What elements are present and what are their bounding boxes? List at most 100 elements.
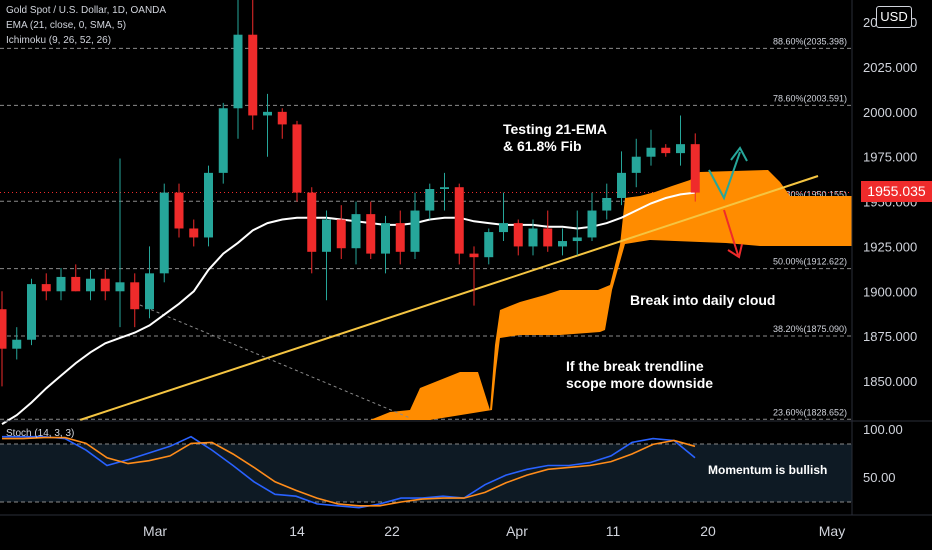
annotation-downside-line1: If the break trendline — [566, 358, 704, 374]
candle-16 — [233, 0, 243, 139]
candle-body — [366, 214, 376, 254]
price-tick-1: 1875.000 — [863, 329, 917, 344]
stoch-legend: Stoch (14, 3, 3) — [6, 428, 75, 439]
time-tick-6: May — [819, 523, 845, 539]
candle-25 — [366, 201, 376, 259]
price-tick-0: 1850.000 — [863, 374, 917, 389]
candle-body — [690, 144, 700, 193]
stoch-tick-1: 100.00 — [863, 422, 903, 437]
time-tick-2: 22 — [384, 523, 400, 539]
candle-17 — [248, 0, 258, 130]
bearish-arrow — [723, 209, 739, 256]
candle-15 — [218, 102, 228, 184]
candle-4 — [56, 267, 66, 301]
candle-body — [440, 187, 449, 190]
candle-13 — [189, 219, 199, 247]
candle-31 — [454, 183, 464, 265]
candle-34 — [499, 192, 508, 242]
candle-body — [469, 253, 479, 258]
fib-label-4: 38.20%(1875.090) — [773, 324, 847, 334]
candle-body — [558, 241, 567, 247]
candle-body — [115, 282, 125, 292]
candle-body — [277, 111, 287, 125]
candle-body — [130, 282, 140, 310]
candle-2 — [27, 278, 36, 346]
symbol-legend: Gold Spot / U.S. Dollar, 1D, OANDA — [6, 5, 167, 16]
candle-body — [189, 228, 199, 238]
annotation-downside-line2: scope more downside — [566, 375, 714, 391]
candle-7 — [100, 269, 110, 301]
currency-button[interactable]: USD — [876, 6, 912, 28]
candle-body — [395, 223, 405, 252]
candle-body — [543, 228, 553, 247]
candle-32 — [469, 246, 479, 306]
candle-37 — [543, 210, 553, 252]
annotation-break-cloud: Break into daily cloud — [630, 292, 776, 308]
candle-body — [100, 278, 110, 292]
candle-0 — [0, 291, 7, 387]
candle-12 — [174, 183, 184, 238]
candle-39 — [572, 210, 582, 256]
candle-35 — [513, 219, 523, 256]
candle-body — [248, 34, 258, 116]
candle-body — [661, 147, 671, 154]
stochastic-pane — [0, 420, 932, 509]
candle-22 — [322, 210, 331, 301]
candle-body — [204, 172, 213, 238]
candle-body — [602, 197, 612, 211]
candle-43 — [631, 138, 641, 188]
candle-45 — [661, 144, 671, 157]
candle-body — [381, 223, 390, 254]
bullish-arrowhead — [730, 146, 748, 162]
candle-33 — [484, 228, 494, 265]
time-tick-5: 20 — [700, 523, 716, 539]
price-tick-5: 1975.000 — [863, 150, 917, 165]
candle-body — [218, 108, 228, 173]
candle-body — [336, 219, 346, 249]
fib-label-2: 61.80%(1950.155) — [773, 189, 847, 199]
candle-1 — [12, 327, 22, 360]
stoch-tick-0: 50.00 — [863, 470, 896, 485]
candle-body — [646, 147, 656, 157]
candle-body — [484, 232, 494, 258]
candle-10 — [145, 246, 154, 319]
candle-body — [71, 276, 81, 292]
candle-3 — [41, 273, 51, 301]
fib-label-3: 50.00%(1912.622) — [773, 257, 847, 267]
candle-20 — [292, 120, 302, 202]
trendlines — [79, 175, 819, 421]
price-tick-6: 2000.000 — [863, 105, 917, 120]
candle-30 — [440, 172, 449, 211]
bullish-arrow — [708, 151, 741, 201]
candle-46 — [676, 115, 685, 166]
price-tick-7: 2025.000 — [863, 60, 917, 75]
candle-8 — [115, 158, 125, 328]
projection-arrows — [708, 146, 748, 259]
candle-21 — [307, 187, 317, 274]
fib-label-1: 78.60%(2003.591) — [773, 93, 847, 103]
candle-41 — [602, 183, 612, 220]
time-tick-1: 14 — [289, 523, 305, 539]
candle-body — [86, 278, 95, 292]
candle-6 — [86, 269, 95, 301]
candle-29 — [425, 183, 435, 220]
candle-14 — [204, 165, 213, 247]
annotation-testing-ema-line1: Testing 21-EMA — [503, 121, 607, 137]
candle-body — [27, 284, 36, 340]
candle-body — [587, 210, 597, 238]
candle-26 — [381, 215, 390, 274]
price-tick-3: 1925.000 — [863, 239, 917, 254]
candle-40 — [587, 192, 597, 242]
candle-body — [513, 223, 523, 247]
candle-body — [410, 210, 420, 252]
candle-body — [322, 219, 331, 252]
time-tick-3: Apr — [506, 523, 528, 539]
candle-body — [572, 237, 582, 242]
annotation-testing-ema-line2: & 61.8% Fib — [503, 138, 582, 154]
time-tick-0: Mar — [143, 523, 167, 539]
candle-11 — [159, 183, 169, 283]
candle-24 — [351, 201, 361, 265]
candle-body — [528, 228, 538, 247]
annotation-momentum: Momentum is bullish — [708, 463, 828, 477]
